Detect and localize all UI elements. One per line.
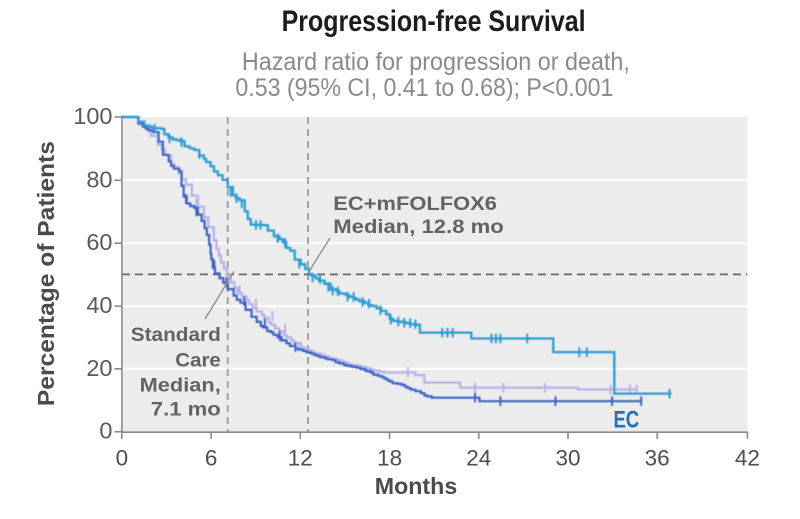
svg-text:36: 36 xyxy=(645,446,670,471)
svg-text:EC: EC xyxy=(614,407,640,434)
svg-text:30: 30 xyxy=(555,446,580,471)
svg-text:42: 42 xyxy=(735,446,760,471)
svg-text:24: 24 xyxy=(466,446,491,471)
svg-text:0: 0 xyxy=(99,418,112,444)
svg-text:18: 18 xyxy=(377,446,402,471)
svg-text:Standard: Standard xyxy=(131,324,221,346)
svg-text:Hazard ratio for progression o: Hazard ratio for progression or death, xyxy=(242,48,630,76)
svg-text:6: 6 xyxy=(205,446,218,471)
svg-text:Progression-free Survival: Progression-free Survival xyxy=(282,5,586,38)
svg-text:Months: Months xyxy=(375,473,458,499)
svg-text:EC+mFOLFOX6: EC+mFOLFOX6 xyxy=(333,193,497,215)
svg-text:Percentage of Patients: Percentage of Patients xyxy=(33,141,59,406)
svg-text:80: 80 xyxy=(86,166,112,192)
svg-text:0: 0 xyxy=(116,446,129,471)
svg-text:7.1 mo: 7.1 mo xyxy=(151,399,221,421)
svg-text:100: 100 xyxy=(73,103,112,129)
svg-text:Median,: Median, xyxy=(140,375,221,397)
svg-text:Care: Care xyxy=(175,350,221,372)
svg-text:60: 60 xyxy=(86,229,112,255)
svg-text:20: 20 xyxy=(86,355,112,381)
svg-text:Median, 12.8 mo: Median, 12.8 mo xyxy=(333,216,503,238)
svg-text:12: 12 xyxy=(288,446,313,471)
svg-text:40: 40 xyxy=(86,292,112,318)
svg-text:0.53 (95% CI, 0.41 to 0.68); P: 0.53 (95% CI, 0.41 to 0.68); P<0.001 xyxy=(235,74,613,102)
